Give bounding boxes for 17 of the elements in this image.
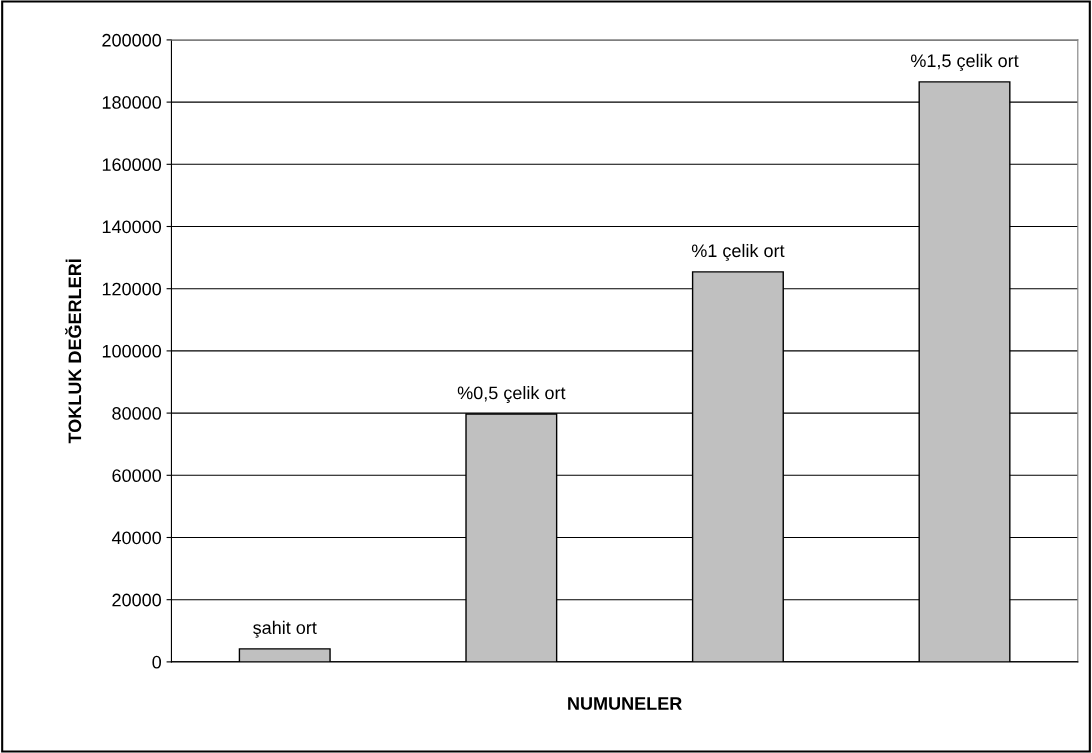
x-axis-title: NUMUNELER	[568, 697, 682, 710]
y-tick-label: 160000	[102, 158, 162, 172]
x-tick-label: şahit ort	[253, 620, 317, 638]
x-tick-label: %1,5 çelik ort	[910, 53, 1019, 71]
y-tick-label: 0	[152, 655, 162, 669]
y-tick-label: 100000	[102, 344, 162, 358]
y-tick-label: 180000	[102, 96, 162, 109]
y-tick-label: 40000	[111, 531, 162, 545]
x-tick-label: %1 çelik ort	[691, 243, 785, 261]
y-tick-label: 60000	[112, 469, 162, 483]
y-tick-label: 20000	[112, 593, 162, 607]
y-tick-label: 200000	[102, 33, 162, 47]
y-tick-label: 80000	[112, 407, 162, 420]
x-tick-label: %0,5 çelik ort	[457, 386, 566, 403]
y-tick-label: 140000	[102, 220, 162, 234]
y-tick-label: 120000	[102, 282, 162, 296]
y-axis-title: TOKLUK DEĞERLERİ	[65, 259, 82, 444]
